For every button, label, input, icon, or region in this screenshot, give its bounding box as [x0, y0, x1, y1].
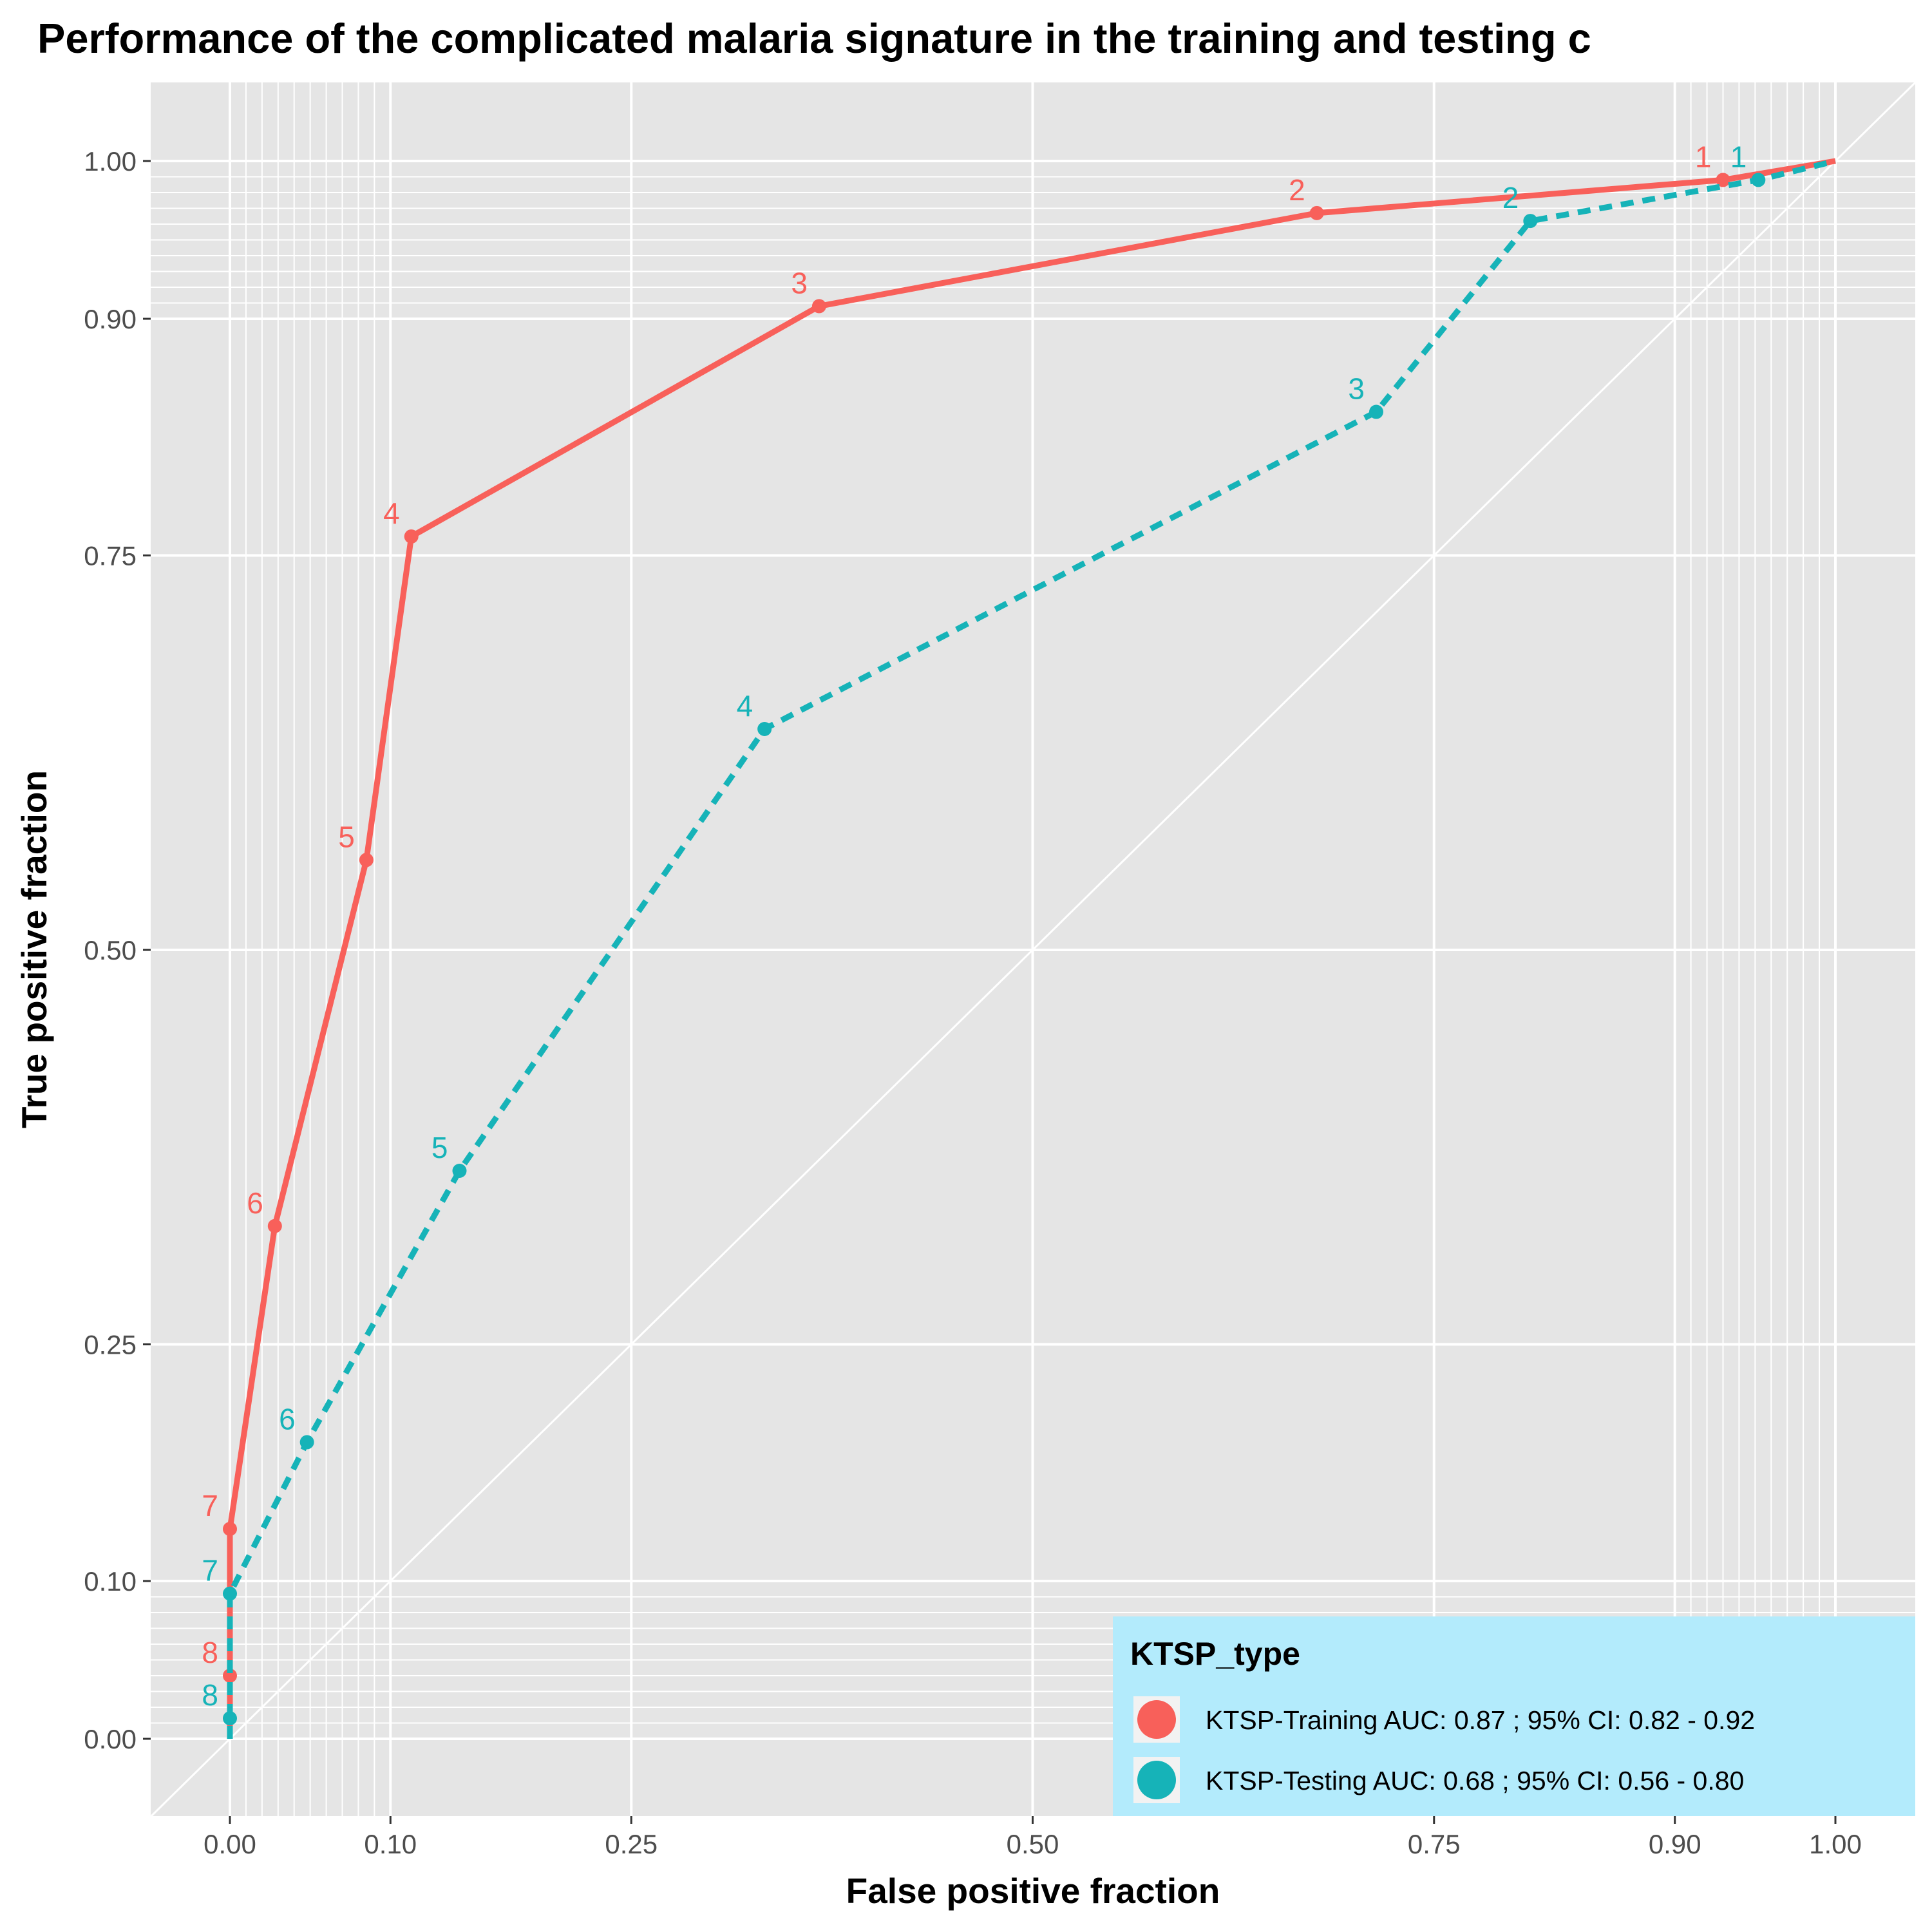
y-tick-label: 0.00	[84, 1724, 137, 1754]
x-tick-label: 0.00	[204, 1829, 256, 1859]
series-point-2	[223, 1586, 237, 1601]
series-point-label-2: 4	[737, 689, 753, 723]
x-tick-label: 0.50	[1007, 1829, 1059, 1859]
series-point-label-1: 3	[791, 266, 808, 299]
series-point-label-1: 1	[1695, 140, 1712, 173]
x-tick-label: 0.75	[1408, 1829, 1461, 1859]
x-axis-label: False positive fraction	[846, 1871, 1220, 1911]
y-tick-label: 1.00	[84, 146, 137, 176]
legend-title: KTSP_type	[1130, 1636, 1300, 1672]
legend-swatch	[1137, 1761, 1176, 1799]
y-tick-label: 0.50	[84, 935, 137, 965]
series-point-1	[359, 853, 374, 867]
series-point-1	[1716, 173, 1730, 187]
series-point-label-1: 7	[202, 1489, 218, 1522]
series-point-label-2: 6	[279, 1402, 296, 1435]
legend-label: KTSP-Testing AUC: 0.68 ; 95% CI: 0.56 - …	[1206, 1766, 1744, 1795]
y-axis-ticks: 0.00 0.10 0.25 0.50 0.75 0.90 1.00	[84, 146, 151, 1754]
series-point-label-2: 3	[1348, 372, 1365, 406]
diagonal-reference-line	[149, 81, 1917, 1819]
series-point-2	[1751, 173, 1766, 187]
x-tick-label: 1.00	[1809, 1829, 1862, 1859]
series-line-2	[227, 158, 1837, 1739]
series-2: 8 7 6 5 4 3 2 1	[202, 140, 1837, 1739]
series-point-1	[1309, 205, 1324, 220]
series-point-2	[299, 1435, 314, 1450]
y-tick-label: 0.25	[84, 1330, 137, 1360]
legend: KTSP_type KTSP-Training AUC: 0.87 ; 95% …	[1113, 1616, 1915, 1816]
x-axis-ticks: 0.00 0.10 0.25 0.50 0.75 0.90 1.00	[204, 1816, 1862, 1859]
series-point-label-2: 5	[431, 1131, 448, 1164]
series-layer: 8 7 6 5 4 3 2 1 8 7 6 5 4 3 2 1	[202, 140, 1837, 1739]
series-point-2	[1523, 214, 1538, 229]
series-point-label-2: 7	[202, 1554, 218, 1587]
x-tick-label: 0.10	[364, 1829, 417, 1859]
series-point-label-2: 2	[1502, 181, 1519, 214]
series-point-1	[404, 529, 419, 544]
series-point-2	[757, 722, 772, 736]
y-tick-label: 0.10	[84, 1566, 137, 1596]
series-point-1	[223, 1669, 237, 1683]
series-point-1	[811, 299, 826, 314]
series-point-label-2: 1	[1730, 140, 1747, 173]
legend-label: KTSP-Training AUC: 0.87 ; 95% CI: 0.82 -…	[1206, 1705, 1755, 1735]
legend-items: KTSP-Training AUC: 0.87 ; 95% CI: 0.82 -…	[1133, 1696, 1755, 1803]
y-tick-label: 0.75	[84, 541, 137, 571]
series-point-2	[452, 1164, 467, 1178]
series-point-label-2: 8	[202, 1678, 218, 1712]
series-point-label-1: 4	[383, 497, 400, 530]
series-point-label-1: 5	[338, 820, 355, 853]
x-tick-label: 0.25	[605, 1829, 658, 1859]
series-point-label-1: 6	[247, 1186, 263, 1220]
series-point-1	[267, 1218, 282, 1233]
series-point-2	[1369, 404, 1384, 419]
series-point-2	[223, 1711, 237, 1726]
series-point-1	[223, 1522, 237, 1537]
y-axis-label: True positive fraction	[14, 770, 54, 1128]
legend-background	[1113, 1616, 1915, 1816]
chart-title: Performance of the complicated malaria s…	[37, 15, 1591, 62]
legend-swatch	[1137, 1700, 1176, 1739]
series-point-label-1: 2	[1289, 173, 1305, 207]
series-point-label-1: 8	[202, 1636, 218, 1669]
x-tick-label: 0.90	[1649, 1829, 1701, 1859]
y-tick-label: 0.90	[84, 304, 137, 334]
